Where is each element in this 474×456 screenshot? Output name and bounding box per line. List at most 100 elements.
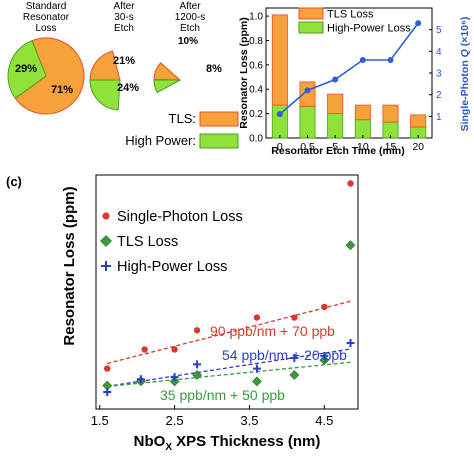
point-plus-2 xyxy=(170,373,179,382)
point-diamond-3 xyxy=(192,370,202,380)
bar-xticks: 0 0.5 5 10 15 20 xyxy=(277,135,424,153)
scatter-xtick-1: 2.5 xyxy=(166,413,184,428)
bar-xtick-3: 10 xyxy=(357,141,369,153)
fit-label-high-power: 54 ppb/nm + 20 ppb xyxy=(222,347,347,363)
point-plus-1 xyxy=(136,375,145,384)
pie2-title-line3: Etch xyxy=(114,23,134,34)
pie3-title-line3: Etch xyxy=(180,23,200,34)
point-circle-7 xyxy=(347,180,354,187)
pie1-tls-label: 71% xyxy=(51,84,73,96)
pie-legend-hp-swatch xyxy=(199,133,239,149)
point-diamond-6 xyxy=(319,355,330,365)
legend-high-power-marker xyxy=(101,261,111,271)
bar-legend-tls-label: TLS Loss xyxy=(327,9,374,21)
bar-xtick-4: 15 xyxy=(385,141,397,153)
pie-1200s-etch xyxy=(153,62,182,94)
scatter-points xyxy=(102,180,356,396)
legend-single-photon-marker xyxy=(102,212,110,220)
bar-ylabel: Resonator Loss (ppm) xyxy=(238,17,250,128)
pie2-tls-label: 21% xyxy=(113,55,135,67)
point-plus-4 xyxy=(252,364,261,373)
bar-high-power-2 xyxy=(327,113,344,139)
bar-xtick-5: 20 xyxy=(412,141,424,153)
q-point-4 xyxy=(387,57,394,63)
bar-high-power-1 xyxy=(299,105,316,139)
point-diamond-4 xyxy=(252,376,262,387)
pie3-title-line2: 1200-s xyxy=(175,12,206,23)
q-point-0 xyxy=(276,111,283,118)
bar-y2tick-4: 5 xyxy=(436,25,442,36)
bar-y2label: Single-Photon Q (×10⁶) xyxy=(459,17,471,132)
pie3-hp-label: 8% xyxy=(206,63,222,75)
bar-y2ticks: 1 2 3 4 5 xyxy=(429,25,442,123)
point-plus-6 xyxy=(320,351,329,360)
bar-y2tick-0: 1 xyxy=(436,112,442,123)
bar-xtick-2: 5 xyxy=(332,141,338,153)
pie3-top-label: 10% xyxy=(178,36,198,47)
scatter-ylabel: Resonator Loss (ppm) xyxy=(61,186,78,345)
scatter-xtick-3: 4.5 xyxy=(315,413,333,428)
bar-y2tick-2: 3 xyxy=(436,69,442,80)
point-plus-7 xyxy=(346,339,355,348)
pie-30s-etch xyxy=(89,50,121,111)
legend-high-power-label: High-Power Loss xyxy=(117,259,227,275)
point-diamond-2 xyxy=(169,376,180,387)
legend-tls-marker xyxy=(100,235,112,247)
fit-line-1 xyxy=(107,348,351,388)
bar-y2label-suffix: (×10⁶) xyxy=(459,17,471,50)
q-line-group xyxy=(276,20,422,118)
pie2-hp-label: 24% xyxy=(117,82,139,94)
scatter-legend xyxy=(100,212,112,271)
point-circle-5 xyxy=(291,314,298,321)
fit-lines xyxy=(107,300,351,388)
pie2-title-line2: 30-s xyxy=(114,12,133,23)
pie2-tls-slice xyxy=(89,50,121,81)
point-circle-2 xyxy=(171,346,178,353)
bar-tls-0 xyxy=(271,14,288,106)
fit-line-0 xyxy=(107,300,351,365)
pie1-title-line3: Loss xyxy=(35,23,56,34)
scatter-xtick-2: 3.5 xyxy=(240,413,258,428)
pie3-title-line1: After xyxy=(179,1,201,12)
q-point-1 xyxy=(304,87,311,94)
bar-tls-2 xyxy=(327,93,344,115)
bar-y2label-prefix: Single-Photon xyxy=(459,57,471,131)
point-plus-5 xyxy=(290,353,299,362)
pie1-hp-label: 29% xyxy=(15,63,37,75)
bar-legend-hp-label: High-Power Loss xyxy=(327,23,411,35)
point-circle-6 xyxy=(321,303,328,311)
bar-y2tick-1: 2 xyxy=(436,90,442,101)
pie-panel: Standard Resonator Loss 29% 71% After 30… xyxy=(7,1,239,149)
panel-c-label: (c) xyxy=(6,174,22,189)
pie3-tls-slice xyxy=(153,62,182,81)
fit-label-tls: 35 ppb/nm + 50 ppb xyxy=(160,387,285,403)
legend-single-photon-label: Single-Photon Loss xyxy=(117,209,243,225)
point-plus-3 xyxy=(193,360,202,369)
q-point-5 xyxy=(415,20,422,27)
bar-y2label-q: Q xyxy=(459,49,471,57)
bar-yticks: 0.0 0.2 0.4 0.6 0.8 1.0 xyxy=(249,12,269,145)
q-point-3 xyxy=(359,57,366,63)
bar-y2tick-3: 4 xyxy=(436,47,442,58)
fit-label-single-photon: 90 ppb/nm + 70 ppb xyxy=(210,323,335,339)
bar-xtick-1: 0.5 xyxy=(300,141,315,153)
bar-ytick-5: 1.0 xyxy=(249,12,263,23)
point-circle-3 xyxy=(193,327,201,334)
q-point-2 xyxy=(332,76,339,83)
bar-ytick-2: 0.4 xyxy=(249,85,263,96)
scatter-chart: (c) 1.5 2.5 3.5 4.5 Resonator Loss (ppm) Nb… xyxy=(6,174,359,453)
pie-legend-hp-label: High Power: xyxy=(125,133,196,148)
pie1-hp-slice xyxy=(7,40,47,100)
scatter-xtick-0: 1.5 xyxy=(91,413,109,428)
bar-tls-4 xyxy=(382,104,399,123)
scatter-xlabel-rest: XPS Thickness (nm) xyxy=(172,433,320,450)
bar-series-group xyxy=(271,14,427,139)
bar-xlabel: Resonator Etch Time (min) xyxy=(271,145,404,157)
pie3-hp-slice xyxy=(153,79,181,94)
bar-legend-tls-swatch xyxy=(298,7,324,20)
legend-tls-label: TLS Loss xyxy=(117,234,178,250)
pie1-title-line2: Resonator xyxy=(23,12,70,23)
point-circle-4 xyxy=(253,314,261,321)
scatter-xlabel-sub: X xyxy=(165,442,172,453)
